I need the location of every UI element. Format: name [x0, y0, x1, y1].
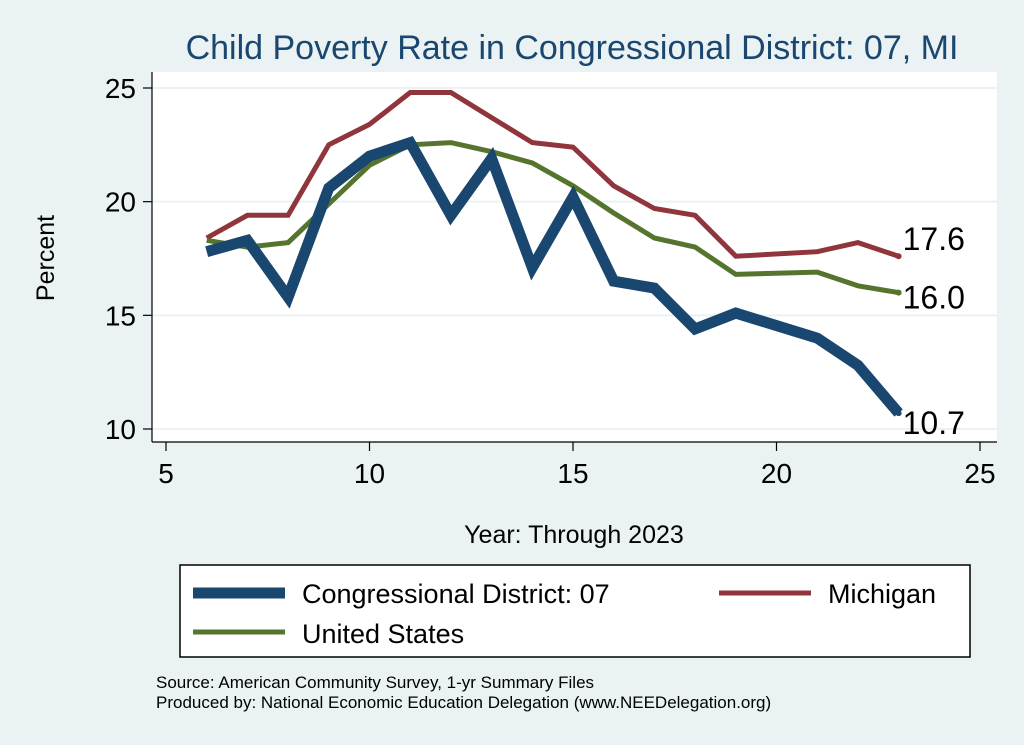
legend: [179, 564, 971, 658]
series-end-point-michigan: [895, 253, 902, 260]
plot-area: [152, 72, 997, 442]
x-axis-ticks: 5 10 15 20 25: [158, 442, 996, 489]
legend-label-michigan: Michigan: [828, 579, 936, 609]
end-label-district: 10.7: [903, 405, 965, 441]
series-lines: [205, 90, 903, 417]
y-axis-ticks: 10 15 20 25: [105, 73, 152, 445]
x-axis-label: Year: Through 2023: [464, 521, 684, 549]
x-tick-label-1: 10: [354, 458, 385, 489]
end-label-us: 16.0: [903, 280, 965, 316]
y-axis-label: Percent: [32, 215, 60, 301]
y-tick-label-3: 25: [105, 73, 136, 104]
series-end-point-us: [895, 289, 902, 296]
y-tick-label-2: 20: [105, 187, 136, 218]
series-line-michigan: [205, 90, 900, 259]
series-end-point-district: [895, 410, 902, 417]
producer-line: Produced by: National Economic Education…: [156, 693, 771, 712]
x-tick-label-4: 25: [964, 458, 995, 489]
chart-title: Child Poverty Rate in Congressional Dist…: [186, 29, 959, 67]
x-tick-label-3: 20: [761, 458, 792, 489]
x-tick-label-0: 5: [158, 458, 174, 489]
x-tick-label-2: 15: [557, 458, 588, 489]
source-line: Source: American Community Survey, 1-yr …: [156, 673, 594, 692]
end-label-michigan: 17.6: [903, 221, 965, 257]
series-line-district: [205, 135, 903, 417]
legend-label-district: Congressional District: 07: [302, 579, 610, 609]
legend-label-us: United States: [302, 619, 464, 649]
end-labels: 10.7 17.6 16.0: [903, 221, 965, 441]
y-tick-label-1: 15: [105, 300, 136, 331]
y-tick-label-0: 10: [105, 414, 136, 445]
